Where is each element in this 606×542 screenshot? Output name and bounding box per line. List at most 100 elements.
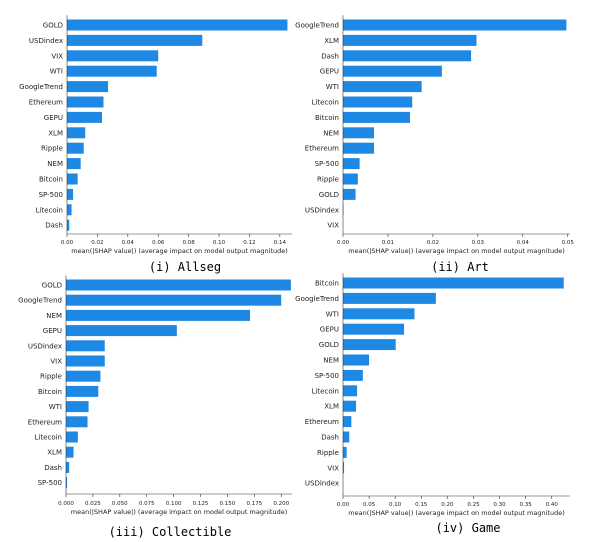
category-label-gold: GOLD	[319, 341, 339, 349]
bar-gold	[343, 339, 396, 351]
x-tick-label: 0.100	[166, 501, 182, 507]
bar-googletrend	[66, 294, 282, 306]
bar-ripple	[67, 142, 84, 154]
category-label-wti: WTI	[49, 403, 62, 411]
x-tick-label: 0.01	[382, 240, 394, 246]
bar-bitcoin	[67, 173, 78, 185]
category-label-vix: VIX	[327, 222, 339, 230]
bar-sp-500	[343, 369, 363, 381]
x-tick-label: 0.35	[520, 502, 533, 508]
bar-usdindex	[66, 340, 105, 352]
bar-ripple	[66, 370, 101, 382]
x-tick-label: 0.00	[337, 240, 350, 246]
x-tick-label: 0.40	[546, 502, 559, 508]
x-tick-label: 0.20	[441, 502, 454, 508]
x-tick-label: 0.150	[220, 501, 236, 507]
x-tick-label: 0.00	[337, 502, 350, 508]
category-label-gepu: GEPU	[320, 68, 339, 76]
category-label-ethereum: Ethereum	[28, 418, 62, 426]
bar-nem	[66, 309, 251, 321]
bar-bitcoin	[66, 385, 99, 397]
bar-wti	[67, 65, 157, 77]
category-label-wti: WTI	[326, 310, 339, 318]
category-label-googletrend: GoogleTrend	[295, 295, 339, 303]
bar-xlm	[343, 400, 357, 412]
category-label-bitcoin: Bitcoin	[39, 176, 63, 184]
category-label-bitcoin: Bitcoin	[38, 388, 62, 396]
x-tick-label: 0.14	[274, 240, 287, 246]
bar-vix	[66, 355, 105, 367]
panel-allseg: GOLD USDindex VIX WTI GoogleTrend Ethereum GEP…	[19, 15, 292, 255]
bar-xlm	[343, 34, 477, 46]
bar-sp-500	[66, 477, 68, 489]
bar-googletrend	[343, 292, 436, 304]
category-label-nem: NEM	[323, 129, 339, 137]
category-label-usdindex: USDindex	[305, 480, 339, 488]
bar-wti	[343, 81, 422, 93]
x-tick-label: 0.05	[562, 240, 575, 246]
x-tick-label: 0.04	[517, 240, 530, 246]
category-label-ripple: Ripple	[40, 373, 62, 381]
category-label-nem: NEM	[46, 312, 62, 320]
x-axis-title: mean(|SHAP value|) (average impact on mo…	[71, 247, 287, 255]
category-label-sp-500: SP-500	[39, 191, 63, 199]
x-tick-label: 0.06	[152, 240, 165, 246]
x-tick-label: 0.075	[139, 501, 155, 507]
category-label-sp-500: SP-500	[315, 160, 339, 168]
bar-dash	[67, 219, 70, 231]
bar-googletrend	[343, 19, 567, 31]
category-label-nem: NEM	[47, 160, 63, 168]
caption-allseg: (i) Allseg	[149, 260, 221, 274]
category-label-gepu: GEPU	[44, 114, 63, 122]
category-label-wti: WTI	[50, 68, 63, 76]
category-label-googletrend: GoogleTrend	[19, 83, 63, 91]
x-tick-label: 0.025	[85, 501, 101, 507]
caption-game: (iv) Game	[435, 521, 500, 535]
x-axis-title: mean(|SHAP value|) (average impact on mo…	[348, 247, 564, 255]
category-label-googletrend: GoogleTrend	[18, 297, 62, 305]
bar-wti	[343, 308, 415, 320]
category-label-xlm: XLM	[48, 129, 63, 137]
category-label-litecoin: Litecoin	[312, 99, 339, 107]
bar-dash	[66, 461, 70, 473]
category-label-gold: GOLD	[319, 191, 339, 199]
bar-nem	[343, 354, 370, 366]
bar-gepu	[343, 323, 405, 335]
category-label-usdindex: USDindex	[29, 37, 63, 45]
x-tick-label: 0.050	[112, 501, 128, 507]
category-label-dash: Dash	[321, 434, 339, 442]
category-label-gold: GOLD	[43, 22, 63, 30]
category-label-wti: WTI	[326, 83, 339, 91]
category-label-vix: VIX	[327, 464, 339, 472]
x-tick-label: 0.02	[427, 240, 439, 246]
category-label-bitcoin: Bitcoin	[315, 114, 339, 122]
category-label-dash: Dash	[321, 52, 339, 60]
x-tick-label: 0.125	[193, 501, 209, 507]
bar-gepu	[66, 325, 177, 337]
panel-game: Bitcoin GoogleTrend WTI GEPU GOLD NEM SP-500 Li…	[295, 273, 570, 517]
x-tick-label: 0.000	[58, 501, 74, 507]
bar-ethereum	[66, 416, 88, 428]
panel-collectible: GOLD GoogleTrend NEM GEPU USDindex VIX Ripple B…	[18, 275, 292, 516]
category-label-sp-500: SP-500	[315, 372, 339, 380]
category-label-ripple: Ripple	[317, 449, 339, 457]
bar-ripple	[343, 446, 347, 458]
bar-dash	[343, 50, 472, 62]
x-tick-label: 0.08	[182, 240, 195, 246]
category-label-xlm: XLM	[324, 37, 339, 45]
bar-xlm	[67, 127, 86, 139]
category-label-ripple: Ripple	[317, 176, 339, 184]
bar-litecoin	[343, 385, 358, 397]
category-label-usdindex: USDindex	[28, 342, 62, 350]
x-tick-label: 0.02	[91, 240, 103, 246]
bar-sp-500	[343, 158, 360, 170]
category-label-litecoin: Litecoin	[36, 206, 63, 214]
category-label-dash: Dash	[45, 222, 63, 230]
bar-ethereum	[343, 142, 375, 154]
bar-gold	[66, 279, 291, 291]
category-label-usdindex: USDindex	[305, 206, 339, 214]
x-tick-label: 0.175	[246, 501, 262, 507]
bar-dash	[343, 431, 350, 443]
category-label-sp-500: SP-500	[38, 479, 62, 487]
category-label-nem: NEM	[323, 357, 339, 365]
